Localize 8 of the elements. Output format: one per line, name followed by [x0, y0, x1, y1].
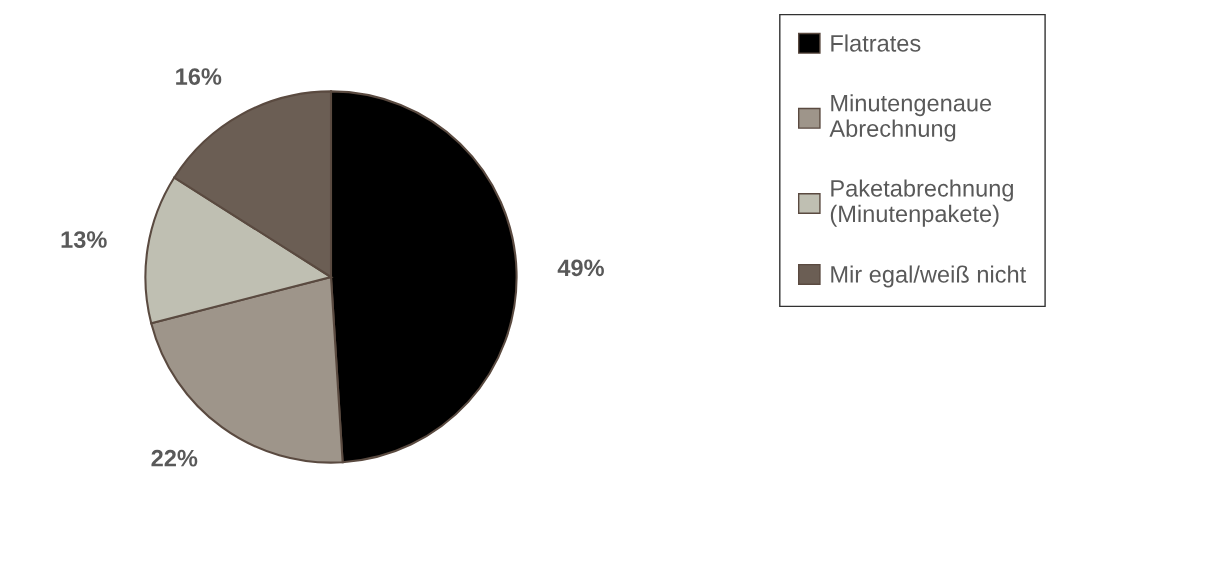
- legend-label: Minutengenaue Abrechnung: [829, 94, 992, 142]
- data-label: 13%: [61, 231, 107, 248]
- legend-label: Mir egal/weiß nicht: [831, 265, 1027, 288]
- data-label: 22%: [151, 449, 198, 467]
- data-label: 16%: [176, 68, 222, 85]
- legend-label: Flatrates: [831, 34, 921, 52]
- legend-label: Paketabrechnung (Minutenpakete): [830, 179, 1013, 227]
- data-label: 49%: [557, 259, 604, 277]
